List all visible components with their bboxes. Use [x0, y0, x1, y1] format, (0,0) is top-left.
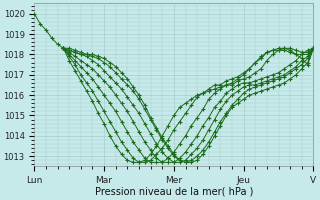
X-axis label: Pression niveau de la mer( hPa ): Pression niveau de la mer( hPa ) [95, 187, 253, 197]
